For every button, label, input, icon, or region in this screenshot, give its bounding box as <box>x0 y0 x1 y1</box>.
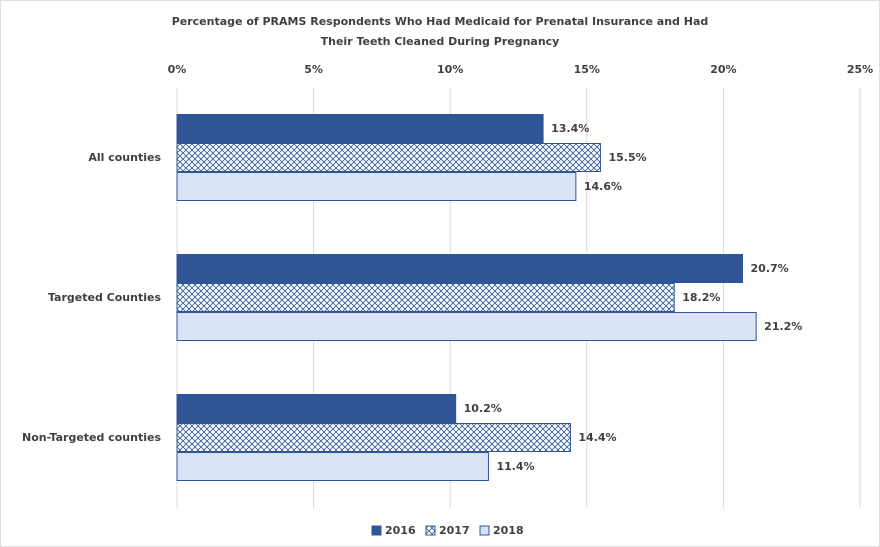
x-tick-label: 10% <box>437 63 463 76</box>
data-label: 13.4% <box>551 122 589 135</box>
bar <box>176 452 489 481</box>
bar <box>176 143 601 172</box>
y-tick-label: Non-Targeted counties <box>22 431 161 444</box>
bar <box>176 394 457 423</box>
x-tick-label: 15% <box>574 63 600 76</box>
legend-label: 2016 <box>385 524 416 537</box>
legend-swatch <box>371 525 382 536</box>
data-label: 11.4% <box>496 460 534 473</box>
data-label: 14.6% <box>584 180 622 193</box>
bar <box>176 254 744 283</box>
bar <box>176 114 544 143</box>
legend-label: 2018 <box>493 524 524 537</box>
bar <box>176 312 757 341</box>
data-label: 14.4% <box>578 431 616 444</box>
data-label: 21.2% <box>764 320 802 333</box>
legend-swatch <box>425 525 436 536</box>
data-label: 18.2% <box>682 291 720 304</box>
x-tick-label: 25% <box>847 63 873 76</box>
x-tick-label: 5% <box>304 63 323 76</box>
chart-title: Their Teeth Cleaned During Pregnancy <box>321 35 560 48</box>
x-tick-label: 0% <box>168 63 187 76</box>
legend-label: 2017 <box>439 524 470 537</box>
x-tick-label: 20% <box>710 63 736 76</box>
bar <box>176 172 577 201</box>
legend-swatch <box>479 525 490 536</box>
bar <box>176 283 675 312</box>
y-tick-label: Targeted Counties <box>48 291 161 304</box>
data-label: 10.2% <box>464 402 502 415</box>
bar <box>176 423 571 452</box>
data-label: 20.7% <box>751 262 789 275</box>
chart-title: Percentage of PRAMS Respondents Who Had … <box>172 15 709 28</box>
data-label: 15.5% <box>608 151 646 164</box>
y-tick-label: All counties <box>88 151 161 164</box>
